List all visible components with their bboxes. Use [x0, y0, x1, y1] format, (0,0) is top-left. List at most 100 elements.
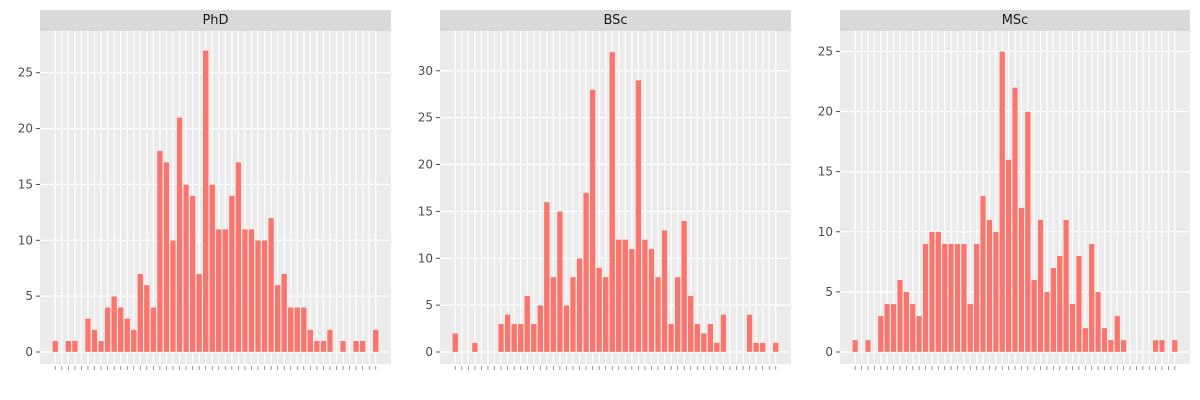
y-tick-label: 15	[818, 165, 833, 179]
y-tick-label: 20	[418, 158, 433, 172]
histogram-bar	[654, 276, 662, 353]
histogram-bar	[104, 307, 111, 353]
facet-strip-0: PhD	[40, 10, 391, 31]
histogram-bar	[865, 339, 871, 353]
histogram-bar	[150, 307, 157, 353]
histogram-bar	[884, 303, 891, 353]
histogram-bar	[903, 291, 910, 353]
histogram-bar	[713, 342, 720, 353]
histogram-bar	[973, 243, 980, 353]
histogram-bar	[602, 276, 609, 353]
facet-plot-0: 0 5 10 15 20 25	[18, 31, 391, 370]
histogram-bar	[563, 304, 570, 353]
plot-background	[440, 31, 791, 364]
histogram-bar	[169, 240, 177, 353]
histogram-bar	[261, 240, 268, 353]
histogram-bar	[91, 329, 98, 353]
histogram-bar	[372, 329, 379, 353]
histogram-bar	[228, 195, 235, 353]
histogram-bar	[1075, 255, 1082, 353]
histogram-bar	[1069, 303, 1076, 353]
histogram-bar	[1024, 111, 1031, 353]
histogram-bar	[1095, 291, 1102, 353]
histogram-bar	[1044, 291, 1050, 353]
histogram-bar	[537, 304, 544, 353]
histogram-bar	[281, 273, 288, 353]
histogram-bar	[117, 307, 124, 353]
histogram-bar	[980, 195, 986, 353]
histogram-bar	[576, 258, 583, 353]
histogram-bar	[111, 295, 118, 353]
histogram-bar	[359, 340, 366, 353]
histogram-bar	[1159, 339, 1165, 353]
histogram-bar	[530, 323, 537, 353]
y-tick-label: 25	[818, 44, 833, 58]
histogram-bar	[641, 239, 648, 353]
histogram-bar	[1082, 327, 1089, 353]
histogram-bar	[720, 314, 727, 353]
histogram-bar	[1114, 315, 1121, 353]
histogram-bar	[694, 323, 701, 353]
y-tick-label: 5	[825, 285, 833, 299]
histogram-bar	[1037, 219, 1044, 353]
histogram-bar	[511, 323, 518, 353]
y-tick-label: 25	[418, 111, 433, 125]
histogram-bar	[674, 276, 681, 353]
y-tick-label: 25	[18, 66, 33, 80]
histogram-bar	[700, 333, 707, 353]
histogram-bar	[254, 240, 262, 353]
histogram-bar	[954, 243, 961, 353]
histogram-bar	[986, 219, 993, 353]
facet-strip-2: MSc	[840, 10, 1190, 31]
histogram-bar	[928, 231, 935, 353]
histogram-bar	[622, 239, 629, 353]
facet-plot-1: 0 5 10 15 20 25 30	[418, 31, 791, 370]
histogram-bar	[202, 50, 209, 353]
histogram-bar	[471, 342, 478, 353]
histogram-bar	[524, 295, 531, 353]
histogram-bar	[504, 314, 511, 353]
histogram-bar	[143, 284, 150, 353]
histogram-bar	[1171, 339, 1178, 353]
histogram-bar	[543, 201, 550, 353]
histogram-bar	[353, 340, 360, 353]
histogram-bar	[941, 243, 948, 353]
histogram-bar	[583, 192, 590, 353]
histogram-bar	[1056, 255, 1063, 353]
histogram-bar	[1152, 339, 1159, 353]
histogram-bar	[215, 228, 222, 353]
histogram-bar	[550, 276, 557, 353]
histogram-bar	[759, 342, 766, 353]
histogram-bar	[1088, 243, 1095, 353]
histogram-bar	[960, 243, 967, 353]
histogram-bar	[922, 243, 929, 353]
y-tick-label: 5	[425, 298, 433, 312]
histogram-bar	[992, 231, 999, 353]
histogram-bar	[753, 342, 760, 353]
histogram-bar	[65, 340, 72, 353]
histogram-bar	[137, 273, 144, 353]
histogram-bar	[1101, 327, 1108, 353]
histogram-bar	[326, 329, 333, 353]
histogram-bar	[596, 267, 603, 353]
histogram-bar	[635, 79, 642, 353]
facet-plot-2: 0 5 10 15 20 25	[818, 31, 1190, 370]
histogram-bar	[772, 342, 779, 353]
histogram-bar	[124, 318, 131, 353]
y-tick-label: 10	[18, 233, 33, 247]
histogram-bar	[852, 339, 859, 353]
y-tick-label: 0	[425, 345, 433, 359]
y-tick-label: 0	[25, 345, 33, 359]
y-tick-label: 5	[25, 289, 33, 303]
histogram-bar	[589, 89, 596, 353]
histogram-bar	[999, 51, 1006, 353]
histogram-bar	[1107, 339, 1114, 353]
histogram-bar	[1005, 159, 1012, 353]
y-tick-label: 20	[818, 105, 833, 119]
histogram-bar	[648, 248, 655, 353]
histogram-bar	[163, 161, 170, 353]
histogram-bar	[241, 228, 248, 353]
histogram-bar	[84, 318, 91, 353]
histogram-bar	[661, 229, 668, 353]
